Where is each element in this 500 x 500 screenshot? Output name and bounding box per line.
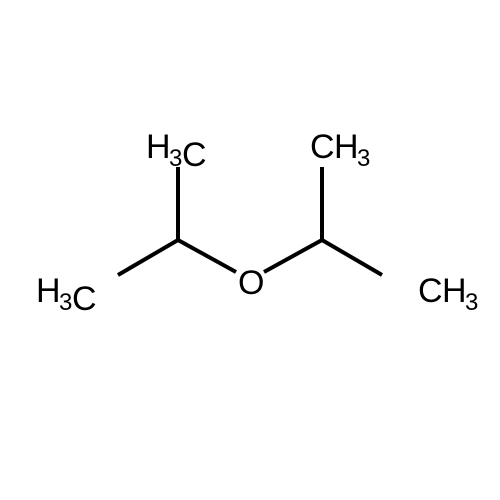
atom-label-O: O xyxy=(238,264,264,302)
bond xyxy=(178,240,236,272)
molecule-diagram: O H3C H3C CH3 CH3 xyxy=(0,0,500,500)
bonds xyxy=(118,167,382,275)
bond xyxy=(118,240,178,275)
bond xyxy=(322,240,382,275)
atom-label-CH3c: CH3 xyxy=(310,128,370,172)
atom-label-CH3d: CH3 xyxy=(418,272,478,316)
atom-label-CH3b: H3C xyxy=(36,272,97,318)
atom-label-CH3a: H3C xyxy=(146,128,207,174)
bond xyxy=(264,240,322,272)
atom-labels: O H3C H3C CH3 CH3 xyxy=(36,128,478,318)
